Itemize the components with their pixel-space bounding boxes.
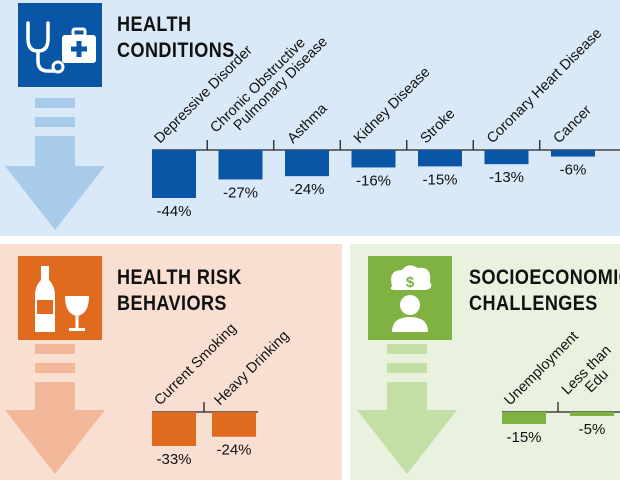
risk-value-label: -33% xyxy=(156,451,191,468)
health-value-label: -15% xyxy=(422,171,457,188)
risk-heading-line1: HEALTH RISK xyxy=(117,266,242,289)
health-risk-heading: HEALTH RISK BEHAVIORS xyxy=(117,265,242,317)
health-bar xyxy=(218,150,263,180)
health-bar xyxy=(152,150,196,198)
socio-heading-line1: SOCIOECONOMIC xyxy=(469,266,620,289)
health-bar xyxy=(484,150,529,165)
health-risk-behaviors-panel: HEALTH RISK BEHAVIORS -33% Current Smokin… xyxy=(0,244,342,480)
risk-value-label: -24% xyxy=(216,442,251,459)
health-bar xyxy=(418,150,462,167)
socioeconomic-heading: SOCIOECONOMIC CHALLENGES xyxy=(469,265,620,317)
health-conditions-heading: HEALTH CONDITIONS xyxy=(117,12,235,64)
risk-bar xyxy=(212,412,256,437)
risk-heading-line2: BEHAVIORS xyxy=(117,292,227,315)
socio-bar xyxy=(570,412,614,416)
health-value-label: -13% xyxy=(489,169,524,186)
health-category-label: Stroke xyxy=(418,106,459,147)
health-heading-line2: CONDITIONS xyxy=(117,39,235,62)
risk-bar xyxy=(152,412,196,446)
socio-value-label: -5% xyxy=(579,421,606,438)
health-bar xyxy=(351,150,396,168)
health-value-label: -24% xyxy=(289,181,324,198)
stethoscope-medkit-icon xyxy=(18,3,102,87)
health-value-label: -44% xyxy=(156,203,191,220)
arrow-down-icon xyxy=(5,344,105,474)
socio-value-label: -15% xyxy=(506,429,541,446)
health-category-label: Asthma xyxy=(285,100,332,147)
health-value-label: -6% xyxy=(560,162,587,179)
health-category-label: Coronary Heart Disease xyxy=(484,26,605,147)
svg-text:$: $ xyxy=(406,274,415,291)
health-conditions-chart: -44%Depressive Disorder-27%Chronic Obstr… xyxy=(5,26,620,230)
health-bar xyxy=(551,150,595,157)
health-value-label: -16% xyxy=(356,172,391,189)
wine-bottle-glass-icon xyxy=(18,256,102,340)
socioeconomic-chart: -15%Unemployment-5%Less thanEdu xyxy=(357,329,620,474)
health-heading-line1: HEALTH xyxy=(117,13,192,36)
arrow-down-icon xyxy=(357,344,457,474)
health-category-label: Cancer xyxy=(551,102,595,146)
health-value-label: -27% xyxy=(223,184,258,201)
socio-bar xyxy=(502,412,546,424)
arrow-down-icon xyxy=(5,98,105,230)
health-conditions-panel: HEALTH CONDITIONS -44% Depressive Disorde… xyxy=(0,0,620,236)
person-money-cloud-icon: $ xyxy=(368,256,452,340)
health-bar xyxy=(285,150,329,177)
health-risk-chart: -33%Current Smoking-24%Heavy Drinking xyxy=(5,321,292,474)
socio-heading-line2: CHALLENGES xyxy=(469,292,598,315)
socioeconomic-challenges-panel: $ SOCIOECONOMIC CHALLENGES -15% Unemploym… xyxy=(350,244,620,480)
